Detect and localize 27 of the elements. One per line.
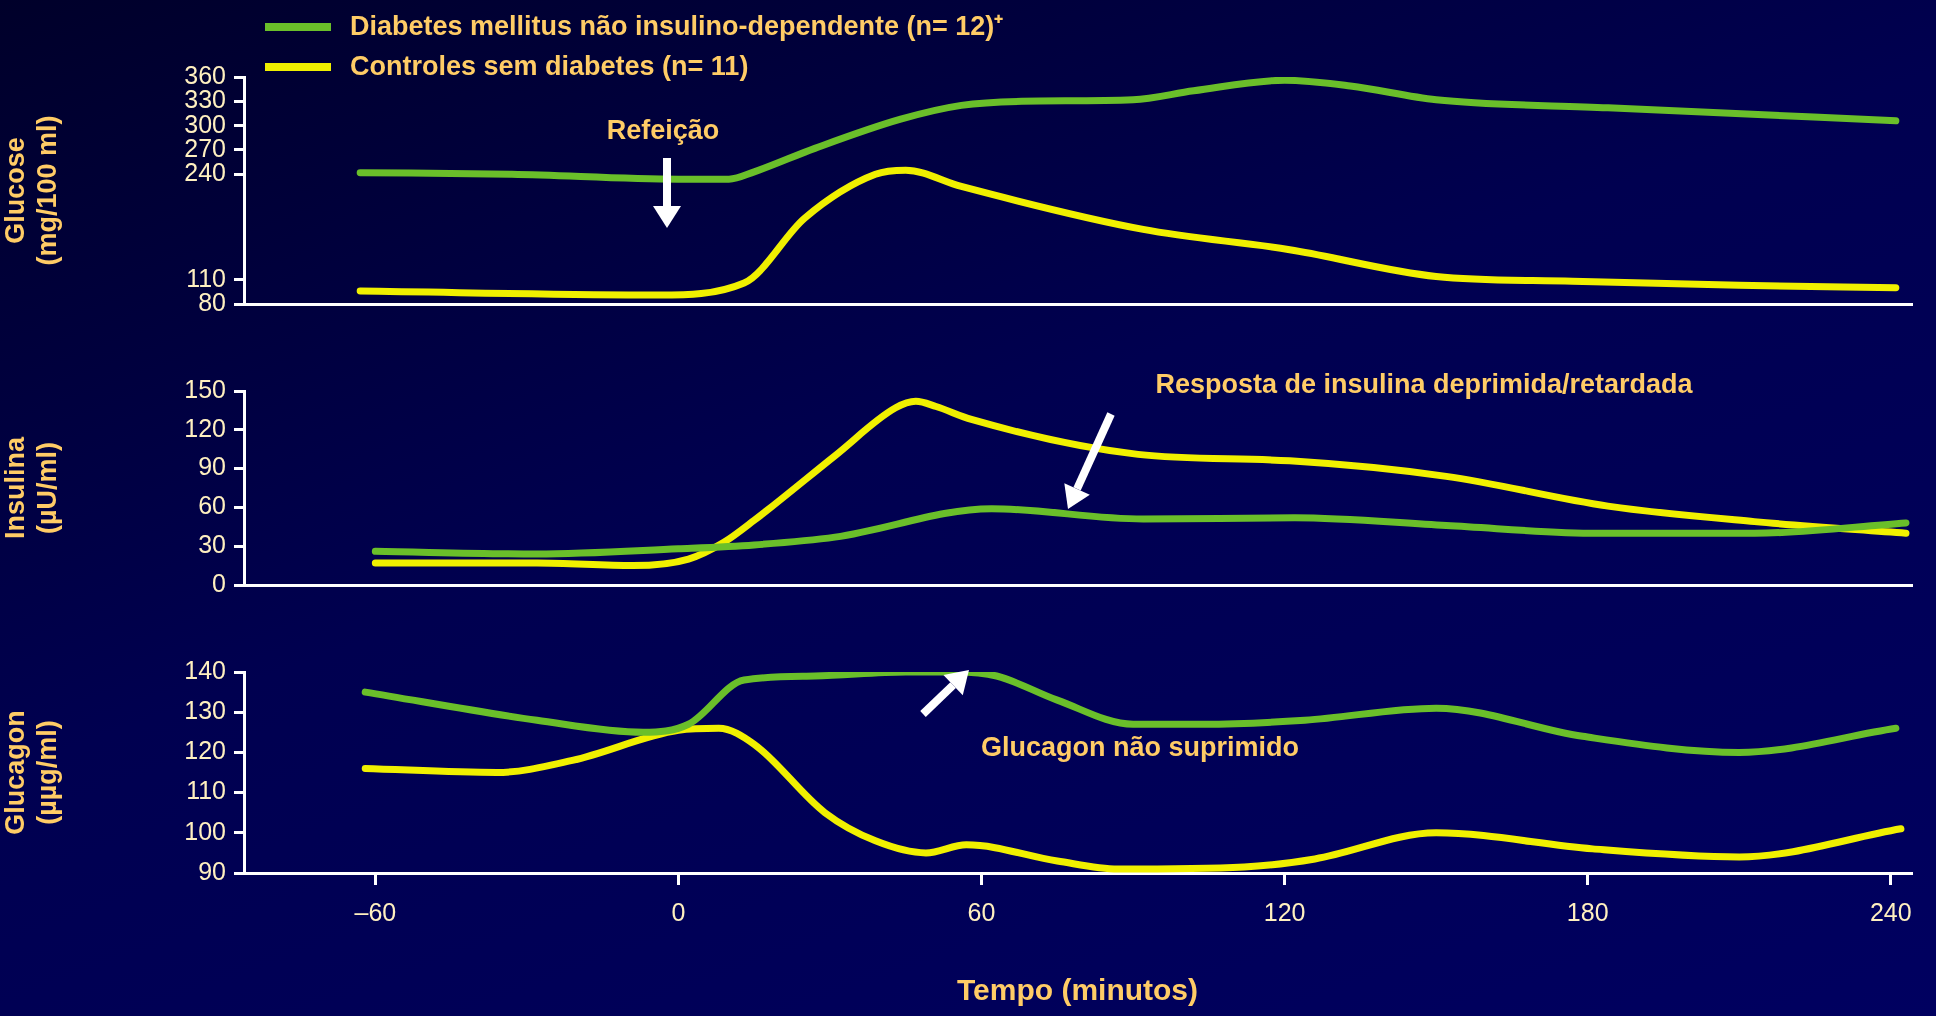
y-tick-label: 130 [184,696,226,725]
legend-label: Diabetes mellitus não insulino-dependente (n= 12)⁺ [350,10,1004,43]
y-tick-label: 0 [212,568,226,597]
y-axis-title: Insulina (µU/ml) [0,436,63,540]
x-tick-label: 180 [1566,897,1609,926]
y-tick-label: 110 [186,776,226,805]
x-tick-label: –60 [354,897,397,926]
y-axis-title: Glucagon (µµg/ml) [0,710,63,835]
annotation: Glucagon não suprimido [980,732,1300,763]
x-tick-label: 120 [1263,897,1306,926]
y-tick-label: 60 [198,491,226,520]
x-tick-label: 60 [967,897,996,926]
annotation: Refeição [606,115,720,146]
y-axis-title: Glucose (mg/100 ml) [0,115,63,266]
y-tick-label: 120 [184,413,226,442]
annotation: Resposta de insulina deprimida/retardada [1155,369,1694,400]
legend-label: Controles sem diabetes (n= 11) [350,50,749,83]
y-tick-label: 90 [198,856,226,885]
y-tick-label: 120 [184,736,226,765]
y-tick-label: 30 [198,530,226,559]
x-axis-title: Tempo (minutos) [956,973,1199,1007]
x-tick-label: 240 [1869,897,1912,926]
y-tick-label: 140 [184,655,226,684]
y-tick-label: 90 [198,452,226,481]
x-tick-label: 0 [671,897,686,926]
y-tick-label: 100 [184,816,226,845]
y-tick-label: 150 [184,374,226,403]
